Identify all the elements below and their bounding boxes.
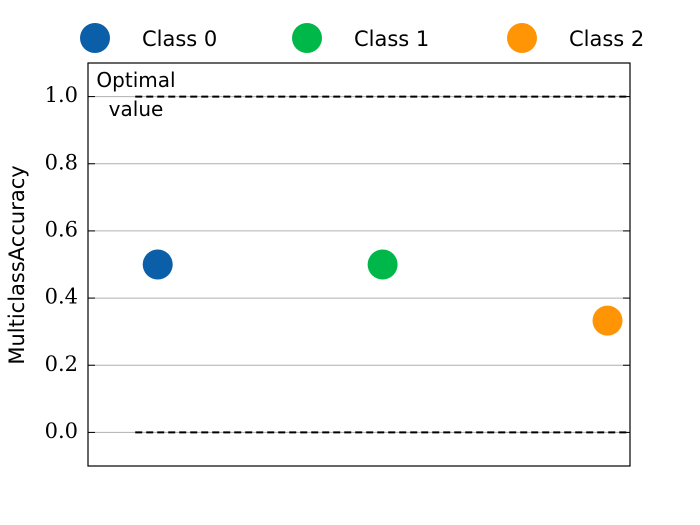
y-tick-label: 0.2 bbox=[45, 352, 78, 376]
point bbox=[592, 305, 623, 336]
y-tick-label: 0.4 bbox=[45, 285, 78, 309]
legend-marker bbox=[80, 23, 110, 53]
legend-marker bbox=[292, 23, 322, 53]
legend-label: Class 2 bbox=[569, 27, 644, 51]
y-tick-label: 1.0 bbox=[45, 83, 78, 107]
legend-marker bbox=[507, 23, 537, 53]
point bbox=[142, 249, 173, 280]
y-tick-label: 0.6 bbox=[45, 217, 78, 241]
legend-label: Class 1 bbox=[354, 27, 429, 51]
y-tick-label: 0.8 bbox=[45, 150, 78, 174]
point bbox=[367, 249, 398, 280]
y-axis-label: MulticlassAccuracy bbox=[5, 165, 29, 364]
annotation: Optimal value bbox=[96, 68, 176, 121]
plot-frame bbox=[87, 62, 631, 467]
legend-label: Class 0 bbox=[142, 27, 217, 51]
y-tick-label: 0.0 bbox=[45, 419, 78, 443]
